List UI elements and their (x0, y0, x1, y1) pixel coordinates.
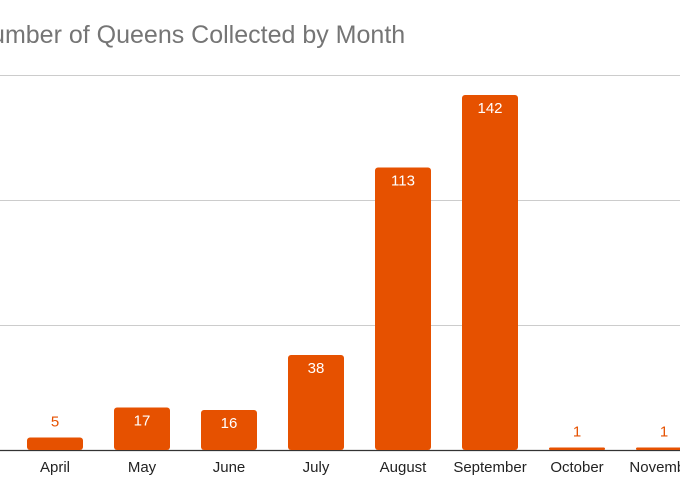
bar-april (27, 437, 83, 450)
gridlines (0, 75, 680, 452)
x-tick-label-november: November (629, 459, 680, 476)
bar-september (462, 95, 518, 450)
data-label-august: 113 (391, 173, 415, 190)
x-tick-label-september: September (453, 459, 526, 476)
x-tick-label-july: July (303, 459, 330, 476)
bar-august (375, 167, 431, 450)
data-label-june: 16 (221, 415, 238, 432)
x-tick-label-october: October (550, 459, 603, 476)
data-label-may: 17 (134, 413, 151, 430)
x-tick-label-april: April (40, 459, 70, 476)
x-axis-ticks: April May June July August September October No… (40, 459, 680, 476)
bar-july (288, 355, 344, 450)
bar-november (636, 447, 680, 450)
data-label-october: 1 (573, 424, 581, 441)
data-label-september: 142 (477, 100, 502, 117)
data-label-november: 1 (660, 424, 668, 441)
data-label-april: 5 (51, 414, 59, 431)
data-labels: 5 17 16 38 113 142 1 1 (51, 100, 668, 441)
data-label-july: 38 (308, 360, 325, 377)
x-tick-label-august: August (380, 459, 428, 476)
bar-october (549, 447, 605, 450)
bar-may (114, 407, 170, 450)
chart-title: Number of Queens Collected by Month (0, 21, 406, 49)
bars (27, 95, 680, 450)
bar-june (201, 410, 257, 450)
x-tick-label-june: June (213, 459, 246, 476)
x-tick-label-may: May (128, 459, 157, 476)
